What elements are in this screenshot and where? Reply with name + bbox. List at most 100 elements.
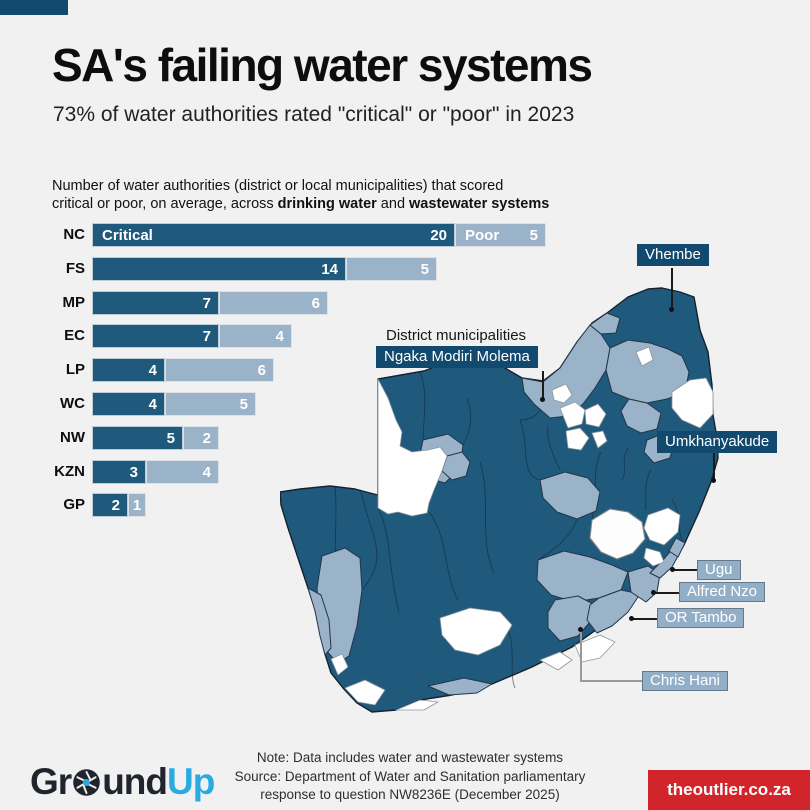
bar-segment-critical: 3 — [92, 459, 146, 484]
bar-segment-poor: 5 — [346, 256, 437, 281]
bar-value-label: 5 — [420, 260, 429, 278]
bar-category-label: NC — [63, 226, 85, 243]
corner-accent-bar — [0, 0, 68, 15]
bar-segment-critical: Critical 20 — [92, 223, 455, 247]
bar-segment-poor: 4 — [219, 324, 292, 349]
map-label-chris-hani: Chris Hani — [642, 671, 729, 691]
leader-line-or-tambo — [633, 618, 657, 620]
map-label-or-tambo: OR Tambo — [657, 608, 745, 628]
desc-bold-wastewater: wastewater systems — [409, 195, 550, 212]
bar-value-label: 7 — [202, 294, 211, 312]
bar-row-ec: EC 7 4 — [0, 324, 810, 349]
map-label-ugu: Ugu — [697, 560, 741, 580]
desc-mid: and — [376, 195, 410, 212]
bar-segment-critical: 2 — [92, 493, 128, 518]
bar-row-nc: NC Critical 20 Poor 5 — [0, 223, 810, 247]
bar-row-nw: NW 5 2 — [0, 425, 810, 450]
south-africa-district-map — [280, 287, 719, 713]
map-title: District municipalities — [386, 327, 527, 344]
note-line3: response to question NW8236E (December 2… — [260, 787, 560, 802]
site-url: theoutlier.co.za — [667, 780, 791, 799]
bar-category-label: KZN — [54, 462, 85, 480]
leader-line-umkhanyakude — [713, 453, 715, 480]
chart-description: Number of water authorities (district or… — [52, 178, 549, 213]
bar-segment-critical: 14 — [92, 256, 346, 281]
bar-row-kzn: KZN 3 4 — [0, 459, 810, 484]
leader-dot-ngaka — [540, 397, 545, 402]
bar-category-label: GP — [63, 496, 85, 514]
leader-line-chris-hani-h — [580, 680, 642, 682]
bar-category-label: WC — [60, 395, 85, 412]
aperture-icon — [73, 769, 100, 796]
series-label-poor: Poor — [465, 227, 500, 244]
lesotho-area — [589, 508, 646, 560]
bar-segment-poor: 6 — [219, 290, 328, 315]
desc-bold-drinking-water: drinking water — [277, 195, 377, 212]
bar-value-label: 20 — [430, 227, 447, 244]
bar-segment-poor: 5 — [165, 392, 256, 416]
bar-value-label: 5 — [239, 396, 248, 413]
bar-category-label: MP — [62, 293, 86, 311]
logo-text-und: und — [102, 761, 168, 802]
page-title: SA's failing water systems — [52, 39, 593, 91]
bar-segment-poor: 2 — [183, 425, 219, 450]
note-line1: Note: Data includes water and wastewater… — [256, 750, 564, 765]
bar-value-label: 3 — [129, 463, 138, 481]
leader-line-ugu — [673, 569, 697, 571]
leader-line-vhembe — [671, 268, 673, 309]
map-label-umkhanyakude: Umkhanyakude — [657, 431, 778, 453]
desc-line2-prefix: critical or poor, on average, across — [52, 195, 278, 212]
bar-segment-poor: Poor 5 — [455, 223, 546, 247]
bar-row-gp: GP 2 1 — [0, 493, 810, 518]
bar-row-mp: MP 7 6 — [0, 290, 810, 315]
bar-value-label: 6 — [311, 294, 320, 312]
bar-segment-critical: 4 — [92, 392, 165, 416]
outlier-site-badge: theoutlier.co.za — [648, 770, 810, 810]
bar-value-label: 6 — [257, 362, 266, 380]
bar-segment-critical: 7 — [92, 290, 219, 315]
bar-segment-critical: 7 — [92, 324, 219, 349]
bar-row-lp: LP 4 6 — [0, 358, 810, 383]
note-line2: Source: Department of Water and Sanitati… — [234, 768, 586, 784]
map-label-alfred-nzo: Alfred Nzo — [679, 582, 766, 602]
map-label-vhembe: Vhembe — [637, 244, 709, 266]
bar-value-label: 4 — [202, 463, 211, 481]
page-subtitle: 73% of water authorities rated "critical… — [53, 103, 575, 126]
map-label-ngaka-modiri-molema: Ngaka Modiri Molema — [376, 346, 538, 368]
leader-dot-chris-hani — [578, 627, 583, 632]
desc-line1: Number of water authorities (district or… — [52, 178, 504, 194]
leader-dot-vhembe — [669, 307, 674, 312]
bar-category-label: LP — [65, 361, 85, 379]
bar-value-label: 4 — [148, 362, 157, 380]
logo-text-gr: Gr — [30, 761, 72, 802]
bar-segment-poor: 1 — [128, 493, 146, 518]
bar-category-label: NW — [60, 428, 85, 446]
bar-value-label: 4 — [275, 328, 284, 346]
map-districts-poor — [307, 312, 690, 696]
leader-line-alfred-nzo — [655, 592, 679, 594]
bar-segment-poor: 6 — [165, 358, 274, 383]
bar-value-label: 7 — [202, 328, 211, 346]
bar-segment-poor: 4 — [146, 459, 219, 484]
bar-value-label: 5 — [529, 227, 538, 244]
bar-value-label: 4 — [148, 396, 157, 413]
leader-dot-umkhanyakude — [711, 478, 716, 483]
bar-value-label: 2 — [111, 497, 120, 515]
bar-value-label: 14 — [321, 260, 338, 278]
bar-value-label: 5 — [166, 429, 175, 447]
bar-row-fs: FS 14 5 — [0, 256, 810, 281]
bar-segment-critical: 5 — [92, 425, 183, 450]
bar-category-label: FS — [65, 259, 85, 277]
map-districts-white — [330, 346, 714, 711]
leader-dot-alfred-nzo — [651, 590, 656, 595]
bar-category-label: EC — [64, 327, 85, 345]
footnote: Note: Data includes water and wastewater… — [190, 749, 630, 805]
bar-row-wc: WC 4 5 — [0, 392, 810, 416]
leader-line-chris-hani-v — [580, 630, 582, 681]
leader-dot-ugu — [670, 567, 675, 572]
leader-line-ngaka — [542, 371, 544, 399]
bar-segment-critical: 4 — [92, 358, 165, 383]
series-label-critical: Critical — [102, 227, 153, 244]
groundup-logo: Gr und Up — [30, 761, 215, 802]
